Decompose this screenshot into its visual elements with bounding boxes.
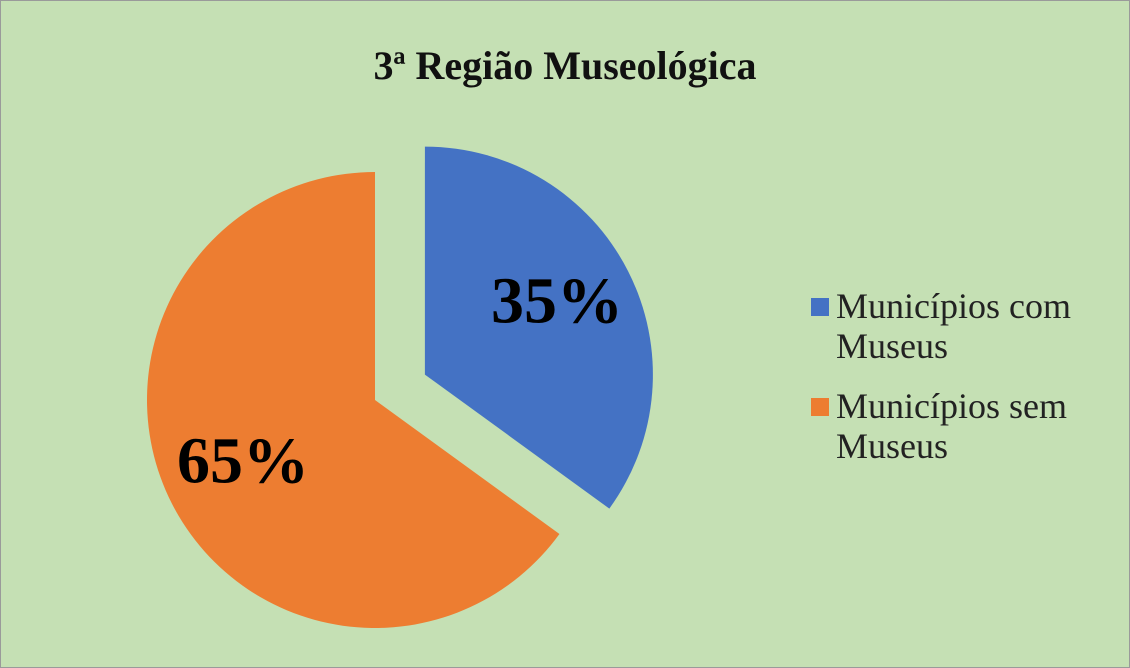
chart-title: 3ª Região Museológica <box>373 43 756 88</box>
legend-entry: Municípios com Museus <box>811 286 1111 366</box>
pie-slice <box>424 146 653 509</box>
legend-entry: Municípios sem Museus <box>811 386 1111 466</box>
legend-swatch <box>811 298 829 316</box>
legend-swatch <box>811 398 829 416</box>
data-label: 35% <box>491 264 623 337</box>
data-label: 65% <box>177 424 309 497</box>
legend: Municípios com Museus Municípios sem Muse… <box>811 286 1111 486</box>
legend-label: Municípios sem Museus <box>836 386 1067 466</box>
pie-slice <box>146 172 560 628</box>
legend-label: Municípios com Museus <box>836 286 1071 366</box>
